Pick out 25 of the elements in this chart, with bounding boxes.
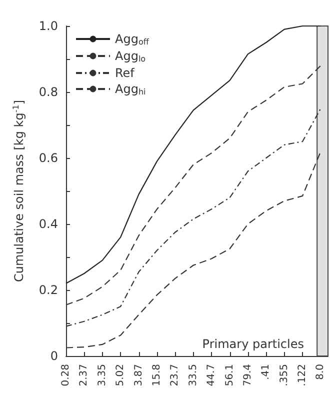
y-tick-label: 0.4	[38, 217, 58, 231]
x-tick-label: 3.35	[96, 364, 108, 386]
x-tick-label: 79.4	[242, 364, 254, 386]
x-tick-label: 3.87	[133, 364, 144, 386]
x-tick-label: 15.8	[151, 364, 162, 386]
x-tick-label: 56.1	[224, 364, 236, 386]
y-tick-label: 0.8	[38, 85, 58, 99]
x-tick-label: 2.37	[78, 364, 90, 386]
x-tick-label: 5.02	[115, 364, 126, 386]
y-tick-label: 0	[50, 349, 58, 363]
x-tick-label: .122	[297, 364, 308, 386]
x-tick-label: 23.7	[170, 364, 181, 386]
x-tick-label: .41	[260, 364, 272, 380]
y-tick-label: 0.6	[38, 151, 58, 165]
y-tick-label: 1.0	[38, 19, 58, 33]
y-tick-label: 0.2	[38, 283, 58, 297]
line-series	[65, 25, 322, 284]
annotation: Primary particles	[202, 337, 304, 351]
x-tick-label: .355	[278, 364, 290, 386]
x-tick-label: 8.0	[315, 364, 326, 380]
legend-label: Ref	[115, 66, 136, 80]
x-tick-label: 33.5	[188, 364, 199, 386]
x-tick-label: 0.28	[60, 364, 72, 386]
y-axis-title: Cumulative soil mass [kg kg-1]	[12, 100, 26, 282]
x-tick-label: 44.7	[206, 364, 218, 386]
